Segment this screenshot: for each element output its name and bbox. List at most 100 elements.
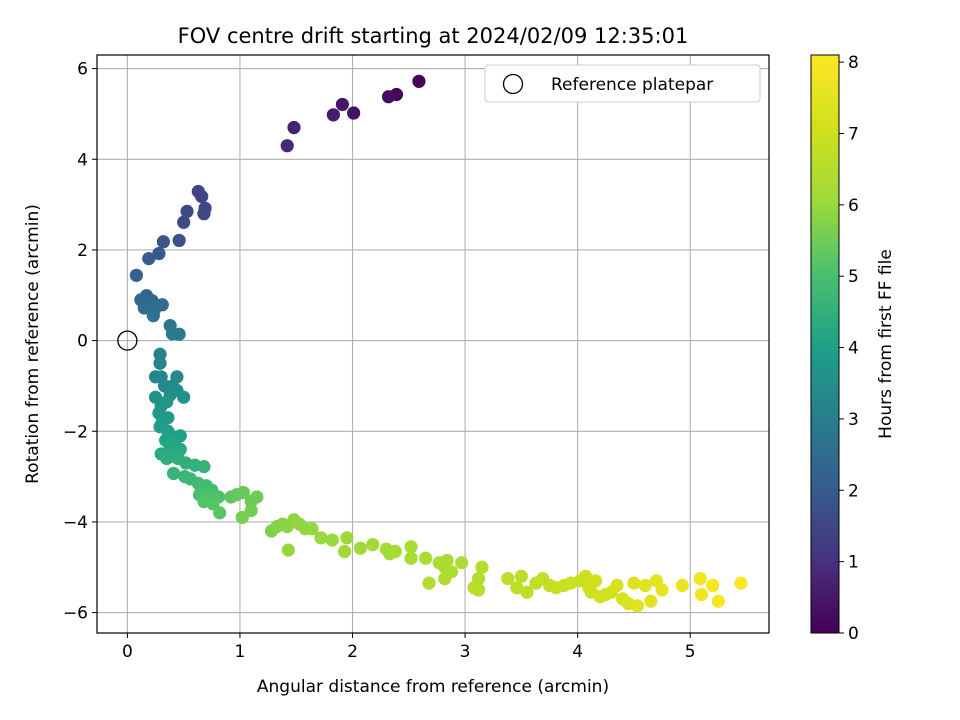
y-tick-label: 2 (77, 241, 88, 261)
data-point (338, 544, 352, 559)
colorbar-tick-label: 5 (848, 267, 859, 287)
data-point (610, 578, 624, 593)
y-tick-label: −6 (63, 604, 88, 624)
data-point (438, 572, 452, 586)
data-point (177, 215, 191, 229)
colorbar-tick-label: 1 (848, 553, 859, 573)
x-tick-label: 2 (347, 642, 358, 662)
data-point (213, 506, 227, 520)
legend-box (484, 64, 761, 103)
data-point (325, 533, 339, 547)
data-point (197, 460, 211, 474)
data-point (520, 585, 534, 599)
data-point (206, 497, 220, 511)
data-point (236, 485, 250, 500)
data-point (347, 106, 361, 120)
data-point (305, 522, 319, 536)
data-point (152, 246, 166, 261)
x-tick-label: 1 (235, 642, 246, 662)
colorbar: 0 1 2 3 4 5 6 7 8 Hours from first FF file (810, 53, 896, 644)
data-point (326, 108, 340, 122)
data-point (195, 189, 209, 204)
colorbar-tick-label: 7 (848, 124, 859, 144)
reference-marker (117, 330, 138, 351)
data-point (501, 572, 515, 586)
data-point (578, 569, 593, 583)
data-point (137, 301, 151, 315)
data-point (314, 531, 328, 545)
data-point (693, 572, 707, 586)
data-point (172, 233, 186, 248)
data-point (638, 578, 652, 593)
x-tick-label: 3 (460, 642, 471, 662)
legend-marker-circle-icon (502, 73, 524, 95)
data-point (388, 544, 402, 559)
data-point (455, 556, 469, 570)
data-point (711, 594, 725, 608)
data-point (366, 538, 380, 552)
data-point (180, 204, 194, 218)
colorbar-label: Hours from first FF file (876, 249, 896, 439)
x-axis-ticks: 0 1 2 3 4 5 (122, 633, 696, 662)
data-point (706, 578, 720, 593)
data-point (589, 574, 603, 588)
colorbar-tick-label: 2 (848, 481, 859, 501)
chart-title: FOV centre drift starting at 2024/02/09 … (178, 24, 689, 48)
y-tick-label: 6 (77, 60, 88, 80)
data-point (280, 139, 294, 153)
data-point (129, 268, 143, 282)
legend-label: Reference platepar (551, 75, 713, 95)
y-tick-label: −2 (63, 422, 88, 442)
data-point (381, 90, 396, 104)
data-point (244, 504, 258, 518)
colorbar-ticks: 0 1 2 3 4 5 6 7 8 (839, 53, 859, 644)
colorbar-tick-label: 8 (848, 53, 859, 73)
data-point (353, 541, 367, 555)
data-point (197, 207, 211, 221)
data-point (471, 583, 486, 597)
data-point (471, 572, 486, 586)
data-point (422, 576, 436, 590)
reference-platepar-circle-icon (117, 330, 138, 351)
data-point (177, 390, 191, 404)
data-point (510, 581, 524, 595)
colorbar-tick-label: 0 (848, 624, 859, 644)
grid-lines (97, 55, 769, 633)
data-point (153, 347, 167, 361)
plot-frame (96, 54, 770, 634)
data-point (156, 235, 171, 249)
legend: Reference platepar (484, 64, 761, 103)
data-point (340, 531, 354, 545)
data-point (235, 510, 249, 524)
y-axis-ticks: −6 −4 −2 0 2 4 6 (63, 60, 97, 624)
colorbar-tick-label: 4 (848, 339, 859, 359)
x-tick-label: 0 (122, 642, 133, 662)
colorbar-tick-label: 3 (848, 410, 859, 430)
data-point (675, 578, 689, 593)
data-point (166, 466, 181, 481)
data-point (287, 120, 301, 135)
data-point (630, 599, 644, 613)
y-tick-label: 0 (77, 332, 88, 352)
data-point (412, 74, 426, 88)
data-point (655, 583, 669, 597)
data-point (644, 594, 658, 608)
data-point (419, 551, 433, 565)
data-point (475, 560, 489, 574)
data-point (142, 251, 156, 266)
data-point (404, 540, 418, 554)
data-point (172, 327, 186, 341)
data-point (281, 543, 295, 557)
data-point (627, 576, 641, 590)
colorbar-tick-label: 6 (848, 196, 859, 216)
x-tick-label: 4 (572, 642, 583, 662)
data-point (694, 587, 709, 602)
data-point (146, 309, 160, 323)
data-point (153, 356, 167, 370)
x-axis-label: Angular distance from reference (arcmin) (257, 677, 609, 697)
data-point (404, 551, 418, 565)
y-tick-label: −4 (63, 513, 88, 533)
data-point (250, 490, 264, 504)
y-axis-label: Rotation from reference (arcmin) (23, 204, 43, 484)
